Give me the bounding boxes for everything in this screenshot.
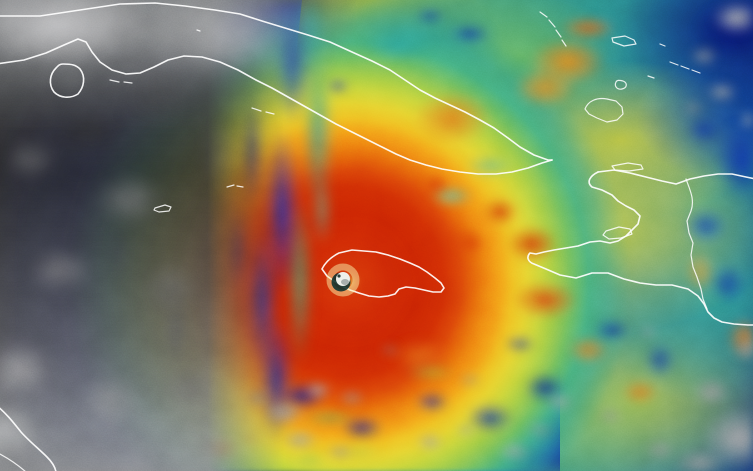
eye-warm-glow [326, 263, 360, 297]
grey-cloud-field-north [0, 0, 460, 130]
hurricane-eye [326, 263, 360, 297]
coastline-isla-juventud [49, 63, 85, 98]
coastline-tortuga [611, 162, 644, 172]
coastline-hispaniola-west-south [527, 171, 753, 326]
eye-shadow-ring [331, 272, 351, 292]
eye-pinhole [337, 274, 341, 278]
caicos-cays [647, 61, 701, 79]
coastline-central-america [0, 407, 57, 471]
coastline-jamaica [321, 249, 445, 298]
coastline-great-inagua [584, 97, 624, 123]
coastline-mayaguana [611, 35, 637, 47]
coastline-central-america-inner [0, 453, 26, 471]
coastline-cuba-north [0, 2, 553, 161]
coastline-hispaniola-north [597, 169, 753, 185]
coastline-gonave [602, 226, 633, 240]
coastline-little-inagua [614, 79, 627, 90]
coastline-caymans [153, 184, 244, 213]
coastline-cuba-south [0, 38, 553, 175]
cays-south-of-cuba [109, 29, 275, 115]
haiti-dr-border [685, 178, 708, 310]
eye-inner-shading [341, 279, 349, 285]
bahama-cays [539, 11, 666, 47]
grey-cloud-field-west [0, 0, 300, 471]
eye-cloud-dot [336, 272, 350, 286]
